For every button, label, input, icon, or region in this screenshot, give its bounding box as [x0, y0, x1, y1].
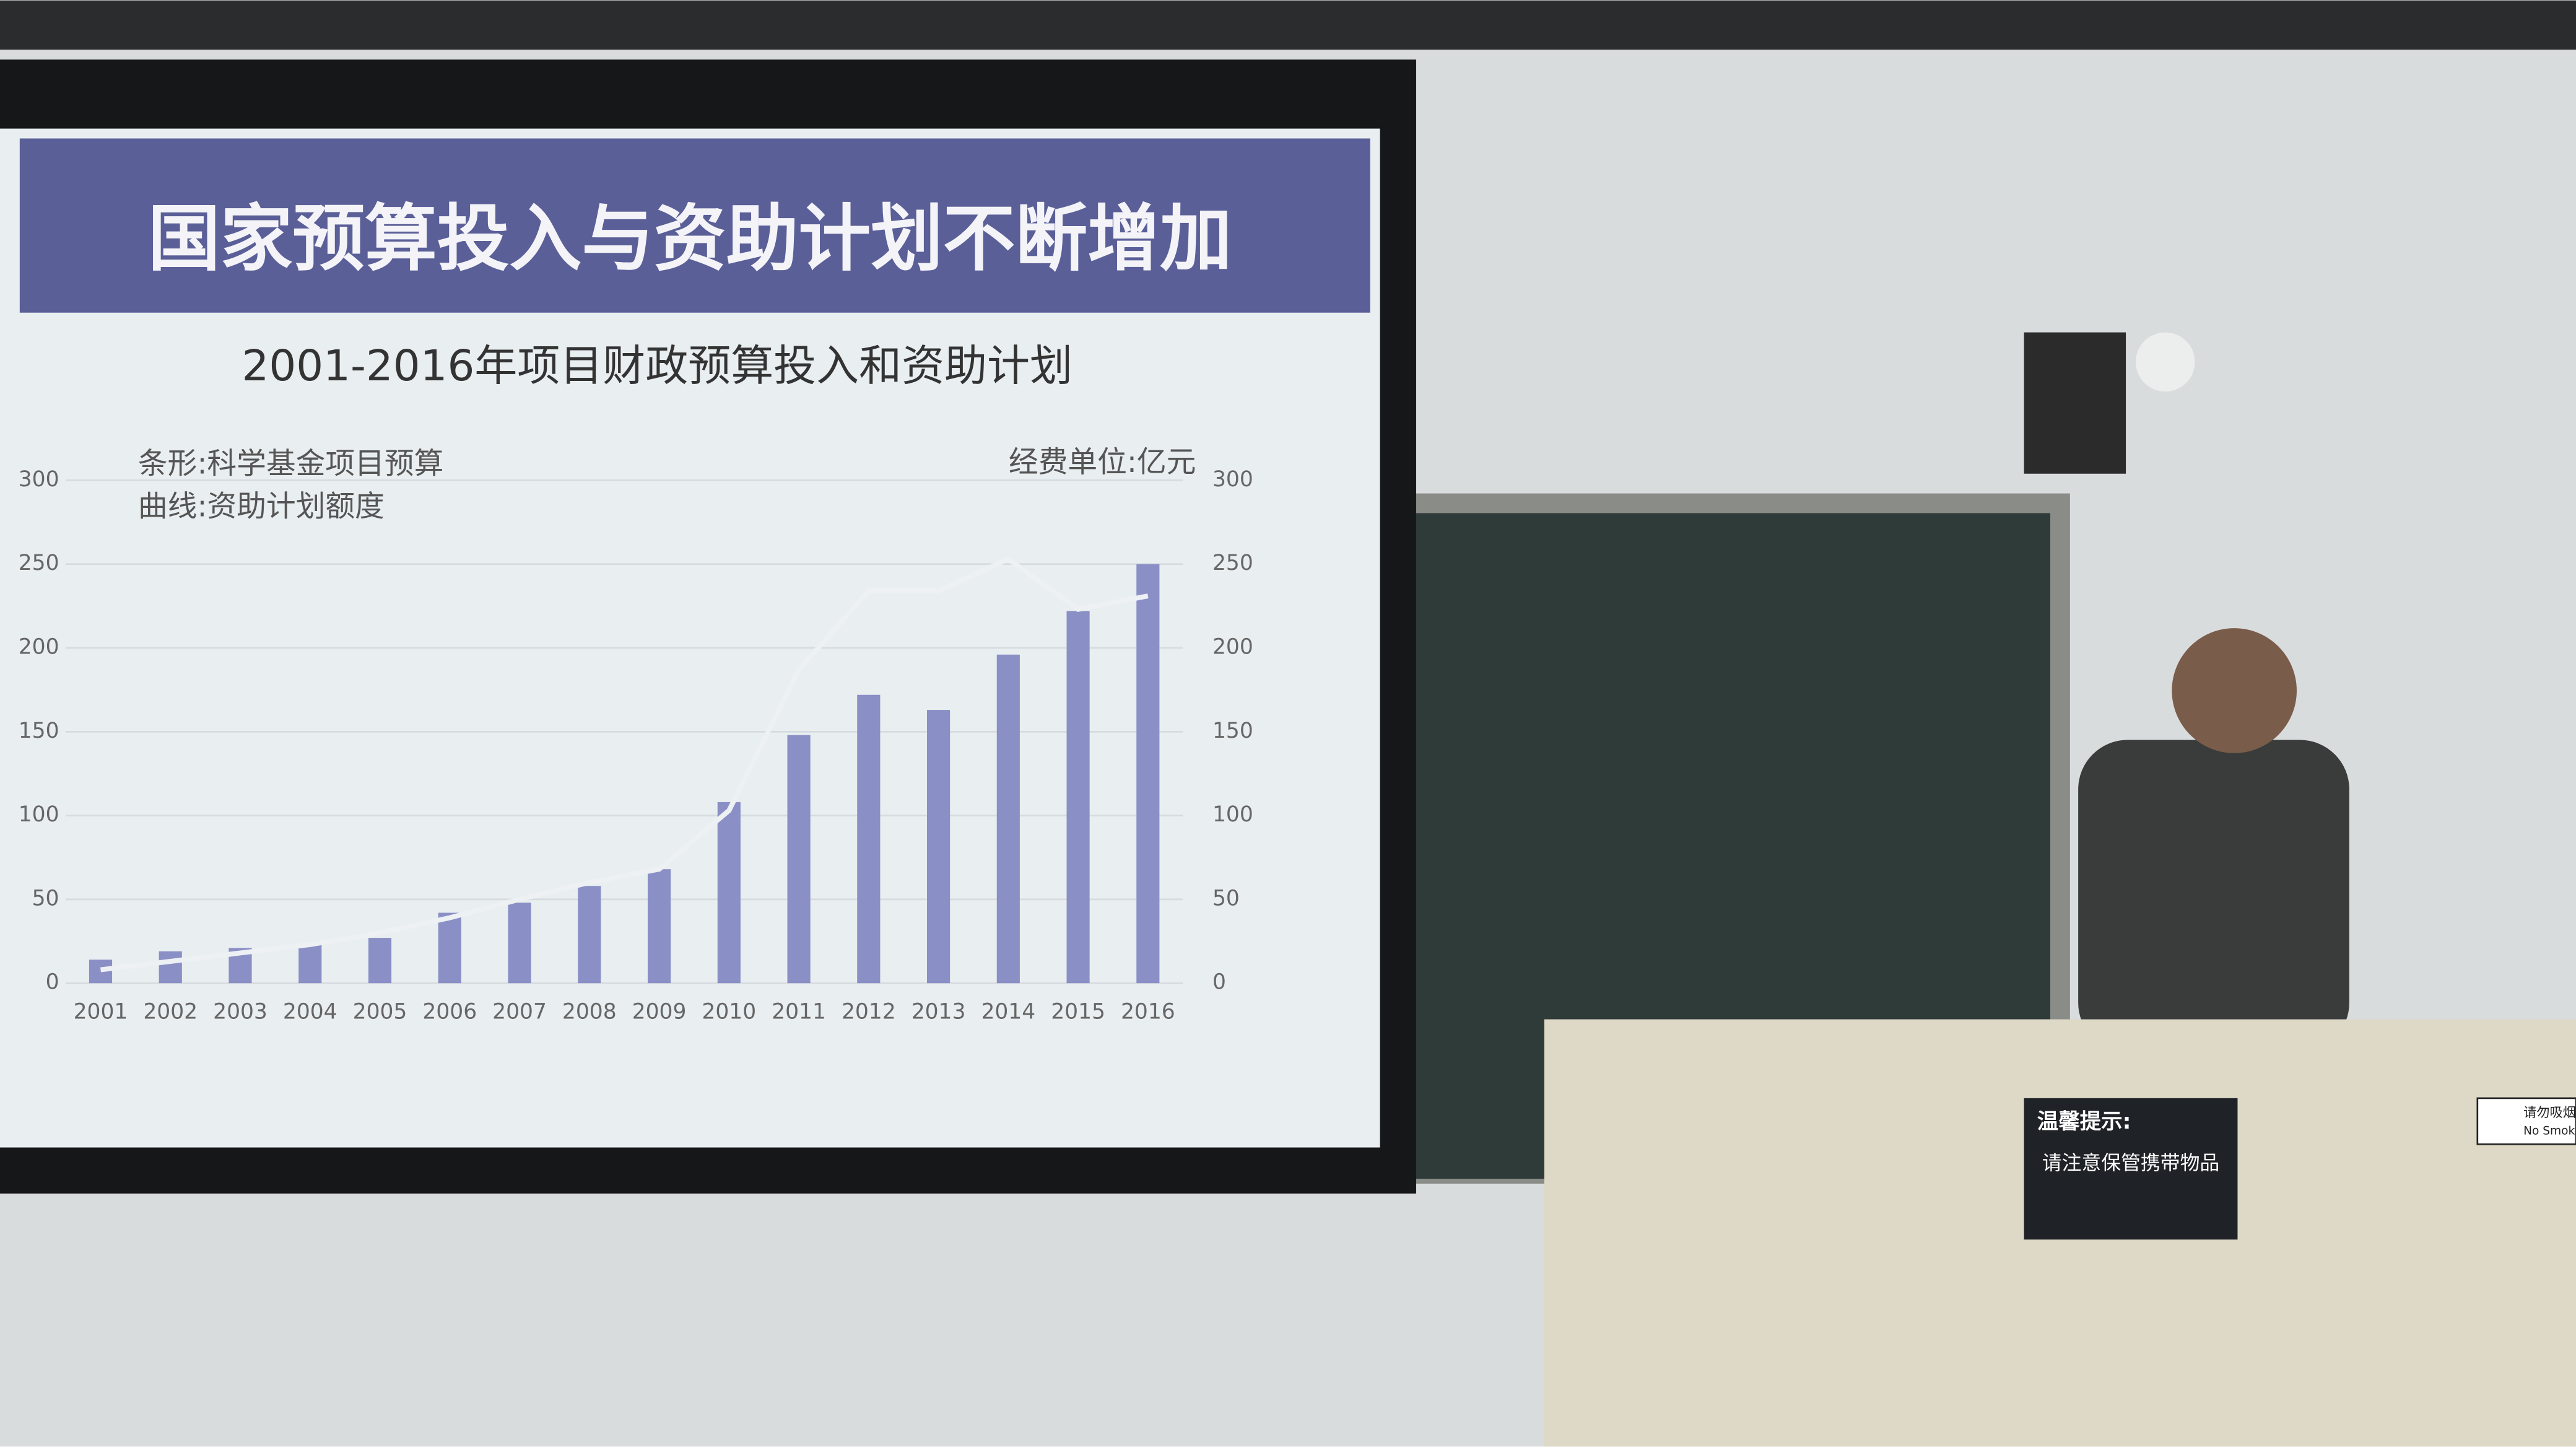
- bar: [159, 951, 182, 984]
- sign-text: 请注意保管携带物品: [2042, 1151, 2219, 1174]
- legend-line: 曲线:资助计划额度: [138, 489, 385, 523]
- unit-note: 经费单位:亿元: [1009, 445, 1196, 479]
- sign-title: 温馨提示:: [2037, 1109, 2131, 1134]
- bar: [1066, 611, 1090, 984]
- bar: [857, 694, 881, 984]
- x-tick-label: 2009: [632, 999, 687, 1024]
- x-tick-label: 2011: [772, 999, 826, 1024]
- y-tick-label: 250: [19, 551, 59, 575]
- x-tick-label: 2013: [912, 999, 966, 1024]
- x-tick-label: 2002: [143, 999, 198, 1024]
- x-tick-label: 2010: [702, 999, 756, 1024]
- sign: [2024, 1098, 2238, 1240]
- y-tick-label: 150: [19, 719, 59, 743]
- y2-tick-label: 250: [1212, 551, 1253, 575]
- x-tick-label: 2003: [213, 999, 268, 1024]
- no-smoking-sign: [2476, 1097, 2576, 1145]
- y-tick-label: 200: [19, 634, 59, 659]
- x-tick-label: 2007: [492, 999, 547, 1024]
- y2-tick-label: 0: [1212, 970, 1226, 995]
- bar: [578, 886, 601, 984]
- x-tick-label: 2001: [74, 999, 128, 1024]
- presenter: [2078, 740, 2349, 1052]
- bar: [926, 710, 951, 984]
- title-band: [19, 138, 1370, 313]
- ceiling: [0, 0, 2576, 50]
- y-tick-label: 50: [32, 886, 59, 911]
- x-tick-label: 2005: [353, 999, 407, 1024]
- no-smoking-en: No Smoking: [2523, 1124, 2576, 1137]
- y2-tick-label: 200: [1212, 634, 1253, 659]
- bar: [717, 802, 741, 984]
- bar: [368, 938, 392, 984]
- bar: [298, 944, 322, 984]
- x-tick-label: 2014: [981, 999, 1035, 1024]
- y-tick-label: 0: [46, 970, 59, 995]
- x-tick-label: 2008: [562, 999, 617, 1024]
- x-tick-label: 2016: [1121, 999, 1175, 1024]
- x-tick-label: 2012: [842, 999, 896, 1024]
- bar: [996, 654, 1020, 984]
- presenter-head: [2172, 628, 2297, 753]
- y2-tick-label: 300: [1212, 467, 1253, 492]
- x-tick-label: 2006: [422, 999, 477, 1024]
- line-series: [100, 556, 1149, 973]
- legend-bar: 条形:科学基金项目预算: [138, 447, 444, 481]
- camera: [2135, 332, 2195, 392]
- chart: 0 50 100 150 200 250 300 0 50 100 150 200 250 300 2001…: [19, 467, 1253, 1025]
- y-tick-label: 100: [19, 802, 59, 827]
- y2-tick-label: 100: [1212, 802, 1253, 827]
- y2-tick-label: 50: [1212, 886, 1240, 911]
- x-tick-label: 2004: [283, 999, 337, 1024]
- no-smoking-cn: 请勿吸烟: [2523, 1105, 2576, 1121]
- bar: [1136, 564, 1160, 984]
- bar: [787, 735, 811, 984]
- chart-subtitle: 2001-2016年项目财政预算投入和资助计划: [242, 341, 1073, 391]
- y-tick-label: 300: [19, 467, 59, 492]
- speaker: [2024, 332, 2126, 474]
- bar: [89, 960, 113, 984]
- y2-tick-label: 150: [1212, 719, 1253, 743]
- bar: [508, 903, 531, 984]
- bar: [647, 869, 671, 984]
- slide-title: 国家预算投入与资助计划不断增加: [148, 197, 1232, 281]
- x-tick-label: 2015: [1051, 999, 1105, 1024]
- bar: [438, 912, 461, 984]
